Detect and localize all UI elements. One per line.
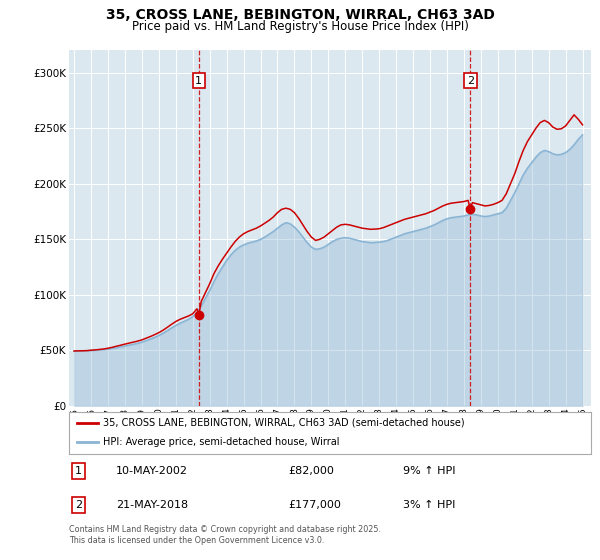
Text: Contains HM Land Registry data © Crown copyright and database right 2025.
This d: Contains HM Land Registry data © Crown c… [69,525,381,545]
Text: 2: 2 [467,76,474,86]
Text: 21-MAY-2018: 21-MAY-2018 [116,500,188,510]
Text: 10-MAY-2002: 10-MAY-2002 [116,466,188,477]
Text: 1: 1 [196,76,202,86]
Text: £177,000: £177,000 [288,500,341,510]
Text: 35, CROSS LANE, BEBINGTON, WIRRAL, CH63 3AD (semi-detached house): 35, CROSS LANE, BEBINGTON, WIRRAL, CH63 … [103,418,464,428]
Text: HPI: Average price, semi-detached house, Wirral: HPI: Average price, semi-detached house,… [103,437,340,447]
Text: 1: 1 [75,466,82,477]
Text: Price paid vs. HM Land Registry's House Price Index (HPI): Price paid vs. HM Land Registry's House … [131,20,469,33]
Text: 35, CROSS LANE, BEBINGTON, WIRRAL, CH63 3AD: 35, CROSS LANE, BEBINGTON, WIRRAL, CH63 … [106,8,494,22]
Text: 3% ↑ HPI: 3% ↑ HPI [403,500,455,510]
Text: 2: 2 [75,500,82,510]
Text: £82,000: £82,000 [288,466,334,477]
Text: 9% ↑ HPI: 9% ↑ HPI [403,466,455,477]
